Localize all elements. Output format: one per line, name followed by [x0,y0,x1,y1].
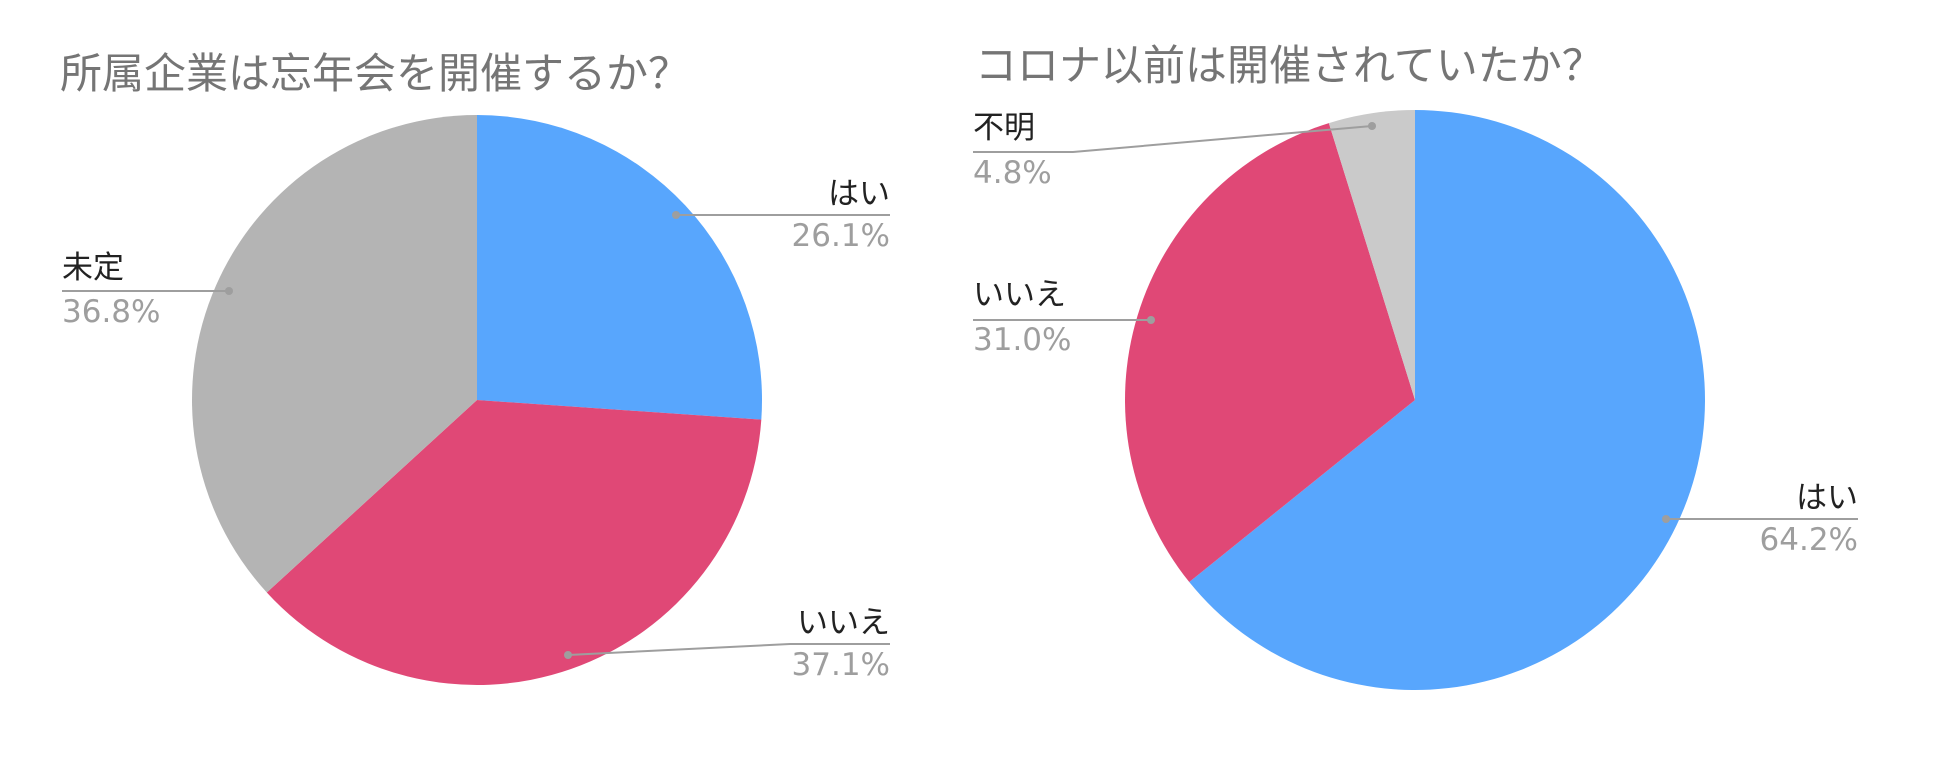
chart-2-slice-1-label: はい [1796,480,1858,516]
chart-1-slice-1-percent: 26.1% [792,218,890,254]
chart-2-slice-3-leader-dot [1368,122,1376,130]
chart-1-slice-2 [266,400,762,685]
chart-2-slice-3-percent: 4.8% [973,155,1052,191]
chart-2: コロナ以前は開催されていたか？ はい 64.2% いいえ 31.0% 不明 4.8% [973,41,1858,690]
chart-1-slice-2-percent: 37.1% [792,647,890,683]
chart-1-slice-2-leader-dot [564,651,572,659]
chart-2-slice-2-label: いいえ [973,277,1066,313]
chart-2-slice-1-leader-dot [1662,515,1670,523]
chart-1-slice-3-percent: 36.8% [62,294,160,330]
chart-1-slice-2-leader-line [567,643,890,656]
chart-1-slice-3-leader-dot [225,287,233,295]
chart-1-slice-2-label: いいえ [797,605,890,641]
chart-2-slice-2-leader-dot [1147,316,1155,324]
chart-2-title: コロナ以前は開催されていたか？ [975,41,1604,90]
chart-1-labels: はい 26.1% いいえ 37.1% 未定 36.8% [62,176,890,683]
chart-1-slice-1-label: はい [828,176,890,212]
chart-2-slice-1 [1189,110,1706,690]
chart-1-slice-3-label: 未定 [62,250,124,286]
chart-2-pie [1125,110,1706,690]
chart-1-pie [192,114,763,685]
chart-1: 所属企業は忘年会を開催するか？ はい 26.1% いいえ 37.1% 未定 36.8% [60,49,890,685]
chart-2-slice-1-percent: 64.2% [1760,522,1858,558]
chart-1-title: 所属企業は忘年会を開催するか？ [60,49,690,98]
chart-1-slice-1 [477,114,763,420]
chart-2-slice-2 [1125,123,1415,583]
chart-2-slice-3-label: 不明 [973,110,1035,146]
chart-2-slice-3-leader-line [973,125,1373,153]
chart-2-labels: はい 64.2% いいえ 31.0% 不明 4.8% [973,110,1858,558]
chart-1-slice-3 [192,114,477,593]
chart-2-slice-3 [1328,110,1415,400]
chart-2-slice-2-percent: 31.0% [973,322,1071,358]
chart-1-slice-1-leader-dot [672,211,680,219]
